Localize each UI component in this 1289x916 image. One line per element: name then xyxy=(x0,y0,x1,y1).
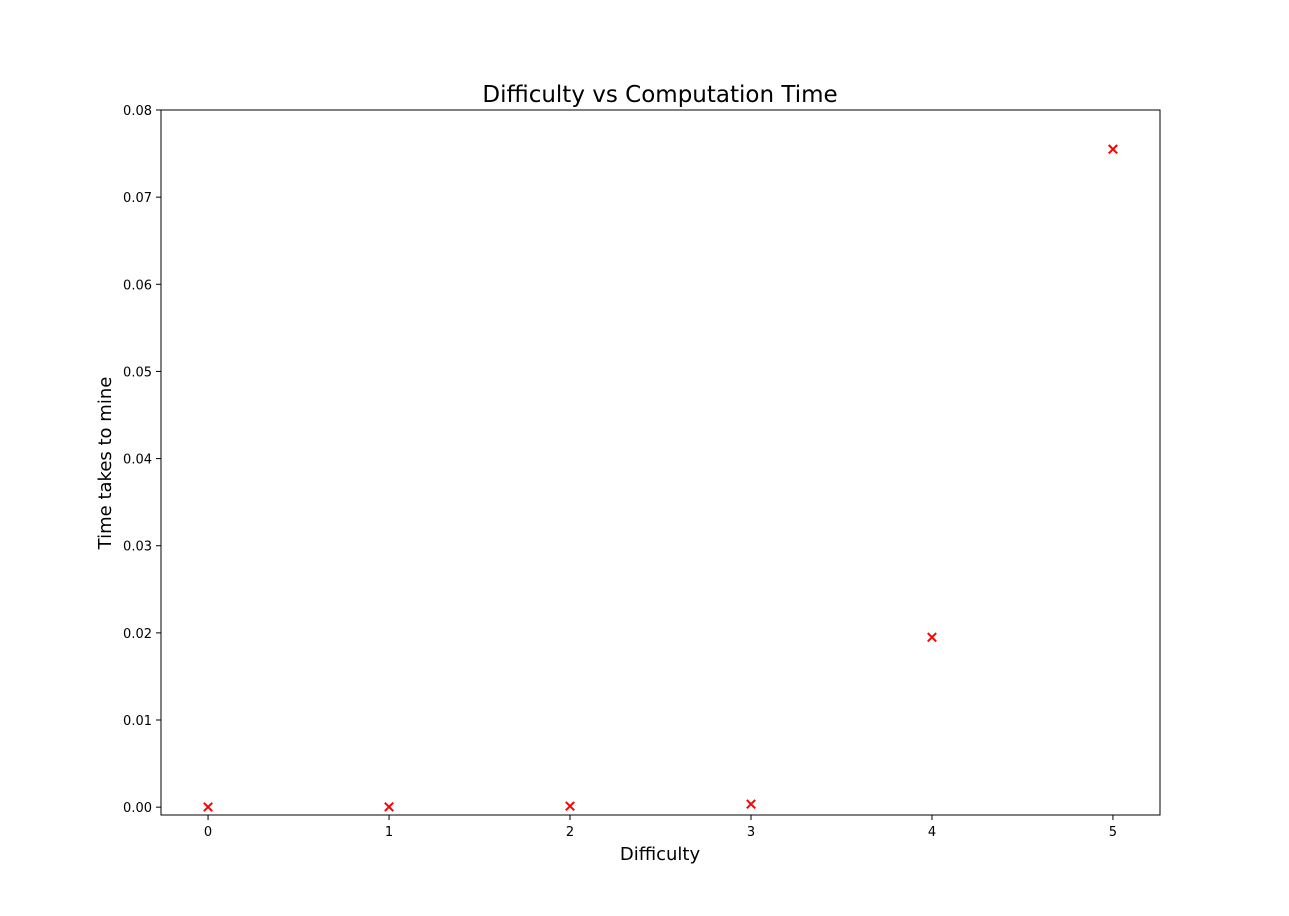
y-tick-label: 0.01 xyxy=(123,714,152,729)
y-tick-label: 0.02 xyxy=(123,627,152,642)
x-axis-label: Difficulty xyxy=(620,844,701,865)
x-tick-label: 1 xyxy=(385,825,393,840)
x-axis: 0 1 2 3 4 5 xyxy=(204,815,1117,840)
data-point xyxy=(927,632,937,643)
y-tick-label: 0.08 xyxy=(123,104,152,119)
y-axis: 0.00 0.01 0.02 0.03 0.04 0.05 0.06 0.07 0.08 xyxy=(123,104,161,816)
x-tick-label: 2 xyxy=(566,825,574,840)
y-tick-label: 0.04 xyxy=(123,453,152,468)
data-points xyxy=(203,144,1118,812)
y-tick-label: 0.05 xyxy=(123,365,152,380)
x-tick-label: 5 xyxy=(1109,825,1117,840)
chart-title: Difficulty vs Computation Time xyxy=(482,82,837,108)
y-tick-label: 0.00 xyxy=(123,801,152,816)
x-tick-label: 4 xyxy=(928,825,936,840)
data-point xyxy=(203,802,213,812)
data-point xyxy=(1108,144,1118,155)
x-tick-label: 0 xyxy=(204,825,212,840)
data-point xyxy=(746,799,756,810)
data-point xyxy=(565,801,575,812)
x-tick-label: 3 xyxy=(747,825,755,840)
y-tick-label: 0.06 xyxy=(123,278,152,293)
y-tick-label: 0.07 xyxy=(123,191,152,206)
data-point xyxy=(384,801,394,812)
y-axis-label: Time takes to mine xyxy=(95,377,116,551)
plot-frame xyxy=(160,109,1161,816)
plot-area xyxy=(160,109,1161,816)
y-tick-label: 0.03 xyxy=(123,540,152,555)
